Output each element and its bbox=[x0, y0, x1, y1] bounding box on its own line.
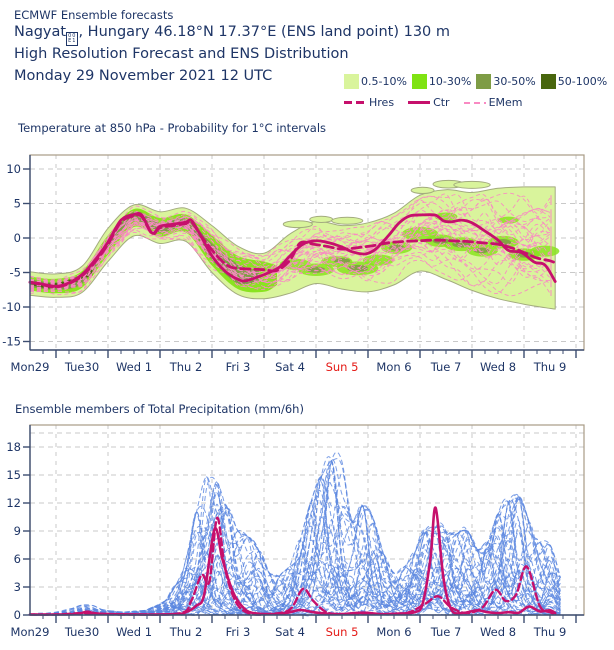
forecast-subtitle: High Resolution Forecast and ENS Distrib… bbox=[14, 46, 349, 62]
svg-text:3: 3 bbox=[14, 580, 21, 594]
band-3-swatch-icon bbox=[540, 74, 556, 89]
svg-text:Tue30: Tue30 bbox=[64, 360, 99, 374]
legend-band-item: 10-30% bbox=[411, 74, 472, 89]
station-name-prefix: Nagyat bbox=[14, 24, 67, 40]
svg-text:9: 9 bbox=[14, 524, 21, 538]
svg-text:Thu 9: Thu 9 bbox=[533, 360, 567, 374]
svg-text:12: 12 bbox=[6, 496, 21, 510]
svg-text:Wed 8: Wed 8 bbox=[480, 625, 516, 639]
svg-text:0: 0 bbox=[14, 231, 21, 245]
missing-glyph-box: 00 E1 bbox=[66, 32, 79, 46]
svg-text:Fri 3: Fri 3 bbox=[226, 625, 251, 639]
svg-text:Thu 9: Thu 9 bbox=[533, 625, 567, 639]
ctr-label: Ctr bbox=[433, 96, 450, 109]
band-2-label: 30-50% bbox=[493, 75, 536, 88]
ctr-line-icon bbox=[408, 101, 431, 104]
svg-text:0: 0 bbox=[14, 608, 21, 622]
svg-text:Sat 4: Sat 4 bbox=[275, 360, 305, 374]
legend-hres-item: Hres bbox=[344, 96, 394, 109]
band-0-swatch-icon bbox=[344, 74, 359, 89]
missing-glyph-top: 00 bbox=[68, 33, 77, 39]
hres-line-icon bbox=[344, 101, 366, 104]
band-0-label: 0.5-10% bbox=[361, 75, 407, 88]
temperature-plume-chart: 10 5 0 -5 -10 -15 Mon29 Tue30 Wed 1 Thu 2 Fri 3 Sat… bbox=[2, 154, 585, 374]
legend-band-item: 30-50% bbox=[476, 74, 536, 89]
precipitation-members-chart: 0 3 6 9 12 15 18 Mon29 Tue30 Wed 1 Thu 2 Fri 3 Sat 4… bbox=[6, 424, 585, 639]
svg-text:Mon29: Mon29 bbox=[11, 625, 50, 639]
product-title: ECMWF Ensemble forecasts bbox=[14, 8, 174, 22]
band-1-swatch-icon bbox=[411, 74, 427, 89]
svg-text:Thu 2: Thu 2 bbox=[169, 360, 203, 374]
svg-text:Mon 6: Mon 6 bbox=[376, 625, 411, 639]
svg-text:-10: -10 bbox=[2, 300, 21, 314]
svg-text:6: 6 bbox=[14, 552, 21, 566]
legend-lines-row: Hres Ctr EMem bbox=[344, 96, 610, 109]
svg-text:Sun 5: Sun 5 bbox=[326, 625, 359, 639]
legend-emem-item: EMem bbox=[463, 96, 523, 109]
svg-text:Wed 1: Wed 1 bbox=[116, 625, 152, 639]
legend-probability-row: 0.5-10% 10-30% 30-50% 50-100% bbox=[344, 74, 610, 89]
svg-text:18: 18 bbox=[6, 440, 21, 454]
legend-band-item: 50-100% bbox=[540, 74, 608, 89]
svg-text:10: 10 bbox=[6, 162, 21, 176]
svg-text:Fri 3: Fri 3 bbox=[226, 360, 251, 374]
svg-text:Wed 8: Wed 8 bbox=[480, 360, 516, 374]
legend-band-item: 0.5-10% bbox=[344, 74, 407, 89]
temperature-chart-title: Temperature at 850 hPa - Probability for… bbox=[18, 121, 327, 135]
svg-text:Mon29: Mon29 bbox=[11, 360, 50, 374]
emem-line-icon bbox=[463, 101, 486, 104]
run-date: Monday 29 November 2021 12 UTC bbox=[14, 68, 273, 84]
svg-text:Sun 5: Sun 5 bbox=[326, 360, 359, 374]
band-2-swatch-icon bbox=[476, 74, 492, 89]
svg-text:Mon 6: Mon 6 bbox=[376, 360, 411, 374]
svg-text:-5: -5 bbox=[10, 266, 21, 280]
missing-glyph-bottom: E1 bbox=[68, 38, 77, 44]
svg-text:Tue 7: Tue 7 bbox=[430, 360, 462, 374]
band-1-label: 10-30% bbox=[428, 75, 472, 88]
svg-text:5: 5 bbox=[14, 197, 21, 211]
svg-text:15: 15 bbox=[6, 468, 21, 482]
emem-label: EMem bbox=[488, 96, 523, 109]
svg-text:Sat 4: Sat 4 bbox=[275, 625, 305, 639]
svg-text:Wed 1: Wed 1 bbox=[116, 360, 152, 374]
svg-text:-15: -15 bbox=[2, 335, 21, 349]
hres-label: Hres bbox=[369, 96, 395, 109]
precipitation-chart-title: Ensemble members of Total Precipitation … bbox=[15, 402, 304, 416]
svg-text:Tue 7: Tue 7 bbox=[430, 625, 462, 639]
station-line: Nagyat 00 E1, Hungary 46.18°N 17.37°E (ENS… bbox=[14, 24, 451, 46]
legend: 0.5-10% 10-30% 30-50% 50-100% Hres bbox=[344, 74, 610, 116]
band-3-label: 50-100% bbox=[557, 75, 608, 88]
legend-ctr-item: Ctr bbox=[408, 96, 450, 109]
station-coordinates: , Hungary 46.18°N 17.37°E (ENS land poin… bbox=[78, 24, 451, 40]
svg-text:Tue30: Tue30 bbox=[64, 625, 99, 639]
svg-text:Thu 2: Thu 2 bbox=[169, 625, 203, 639]
